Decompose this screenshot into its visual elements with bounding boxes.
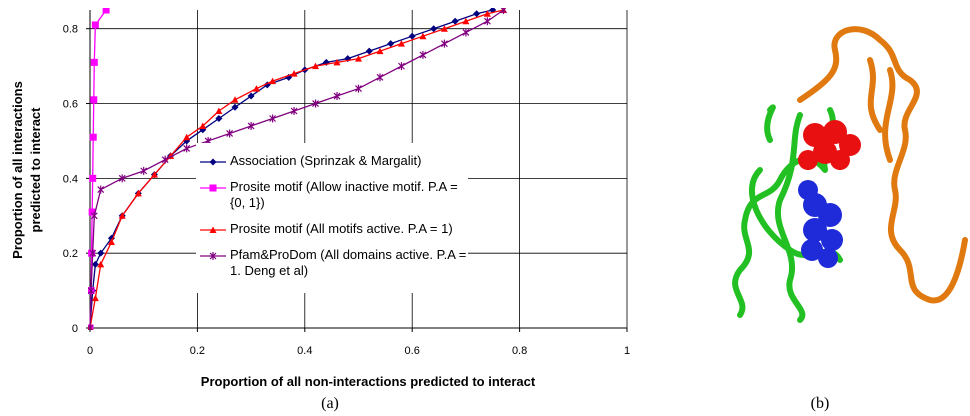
x-tick-label: 0.2 [190, 345, 205, 357]
marker [253, 85, 260, 92]
page: {"chart_data": {"type": "line", "xlabel"… [0, 0, 970, 416]
marker [291, 107, 297, 115]
protein-image [735, 29, 965, 320]
legend-label: Prosite motif (All motifs active. P.A = … [230, 221, 453, 237]
x-tick-label: 1 [624, 345, 630, 357]
marker [91, 59, 98, 66]
legend: Association (Sprinzak & Margalit) Prosite… [196, 143, 468, 293]
marker [183, 134, 190, 141]
chart: Proportion of all non-interactions predi… [0, 0, 970, 416]
marker [270, 114, 276, 122]
marker [98, 186, 104, 194]
legend-swatch [196, 223, 230, 237]
marker [210, 159, 217, 166]
marker [90, 96, 97, 103]
legend-entry: Association (Sprinzak & Margalit) [196, 153, 468, 169]
legend-swatch [196, 155, 230, 169]
y-axis-title: Proportion of all interactions [10, 81, 25, 259]
marker [334, 92, 340, 100]
marker [420, 51, 426, 59]
caption: (b) [811, 395, 830, 412]
marker [484, 17, 490, 25]
y-tick-label: 0.8 [63, 24, 78, 36]
y-tick-label: 0 [72, 323, 78, 335]
caption: (a) [321, 395, 339, 412]
x-tick-label: 0.4 [297, 345, 312, 357]
marker [184, 144, 190, 152]
marker [90, 134, 97, 141]
legend-entry: Prosite motif (Allow inactive motif. P.A… [196, 179, 468, 211]
marker [210, 185, 217, 192]
legend-entry: Prosite motif (All motifs active. P.A = … [196, 221, 468, 237]
marker [215, 108, 222, 115]
y-tick-label: 0.6 [63, 99, 78, 111]
legend-label: Pfam&ProDom (All domains active. P.A = 1… [230, 247, 468, 279]
marker [103, 7, 110, 14]
marker [227, 129, 233, 137]
marker [248, 122, 254, 130]
x-tick-label: 0.6 [405, 345, 420, 357]
legend-label: Prosite motif (Allow inactive motif. P.A… [230, 179, 468, 211]
marker [141, 167, 147, 175]
x-tick-label: 0 [87, 345, 93, 357]
marker [398, 62, 404, 70]
marker [356, 85, 362, 93]
marker [92, 21, 99, 28]
marker [463, 28, 469, 36]
y-tick-label: 0.4 [63, 173, 78, 185]
x-tick-label: 0.8 [512, 345, 527, 357]
marker [231, 96, 238, 103]
legend-swatch [196, 181, 230, 195]
marker [377, 73, 383, 81]
marker [88, 250, 95, 257]
legend-label: Association (Sprinzak & Margalit) [230, 153, 421, 169]
legend-entry: Pfam&ProDom (All domains active. P.A = 1… [196, 247, 468, 279]
marker [89, 175, 96, 182]
y-axis-title: predicted to interact [28, 107, 43, 233]
y-tick-label: 0.2 [63, 248, 78, 260]
legend-swatch [196, 249, 230, 263]
marker [441, 40, 447, 48]
x-axis-title: Proportion of all non-interactions predi… [201, 374, 536, 389]
